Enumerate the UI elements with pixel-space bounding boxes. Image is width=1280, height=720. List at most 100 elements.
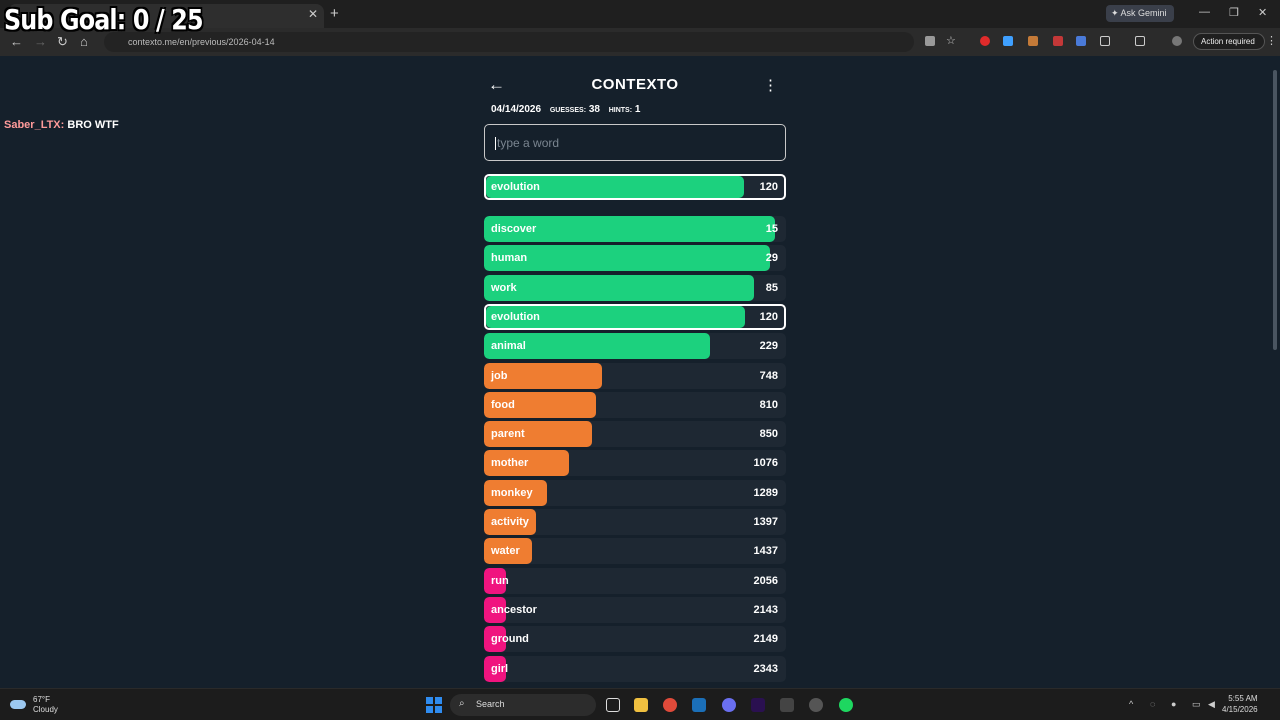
spotify-icon[interactable] xyxy=(839,698,853,712)
weather-condition: Cloudy xyxy=(33,705,58,714)
guess-rank: 120 xyxy=(759,310,778,323)
action-required-button[interactable]: Action required xyxy=(1193,33,1265,50)
extension-wave-icon[interactable] xyxy=(1076,36,1086,46)
steam-icon[interactable] xyxy=(692,698,706,712)
chat-text: BRO WTF xyxy=(64,119,119,131)
forward-nav-icon[interactable]: → xyxy=(34,34,47,49)
extension-brown-icon[interactable] xyxy=(1028,36,1038,46)
windows-start-icon[interactable] xyxy=(426,697,442,713)
obs-icon[interactable] xyxy=(780,698,794,712)
close-window-icon[interactable]: ✕ xyxy=(1258,7,1268,19)
guess-bar xyxy=(484,333,710,360)
volume-icon[interactable]: ◀ xyxy=(1208,699,1215,709)
guess-word: animal xyxy=(491,340,526,353)
guess-word: job xyxy=(491,369,508,382)
guess-row: activity 1397 xyxy=(484,509,786,535)
ask-gemini-label: Ask Gemini xyxy=(1120,8,1167,18)
tray-chevron-icon[interactable]: ^ xyxy=(1129,699,1134,709)
game-info: 04/14/2026 GUESSES: 38 HINTS: 1 xyxy=(491,104,640,115)
page-scrollbar[interactable] xyxy=(1270,56,1280,688)
guess-row: work 85 xyxy=(484,274,786,301)
close-tab-icon[interactable]: ✕ xyxy=(307,7,318,21)
chrome-icon[interactable] xyxy=(663,698,677,712)
scrollbar-thumb[interactable] xyxy=(1273,70,1277,350)
word-input-placeholder: type a word xyxy=(497,136,560,150)
guess-bar xyxy=(484,216,775,242)
guess-row: monkey 1289 xyxy=(484,479,786,506)
weather-temp: 67°F xyxy=(33,695,50,704)
guess-bar xyxy=(484,391,596,418)
latest-guess-rank: 120 xyxy=(759,181,778,193)
guess-rank: 1289 xyxy=(753,486,778,499)
guess-rank: 1397 xyxy=(753,516,778,528)
guess-bar xyxy=(484,655,506,682)
guess-word: parent xyxy=(491,428,525,441)
guess-bar xyxy=(486,305,745,328)
sub-goal-overlay: Sub Goal: 0 / 25 xyxy=(4,3,204,36)
clock-time: 5:55 AM xyxy=(1228,694,1258,703)
ask-gemini-button[interactable]: ✦ Ask Gemini xyxy=(1106,5,1174,22)
tab-contexto[interactable]: ✕ xyxy=(8,4,324,28)
guess-row: run 2056 xyxy=(484,567,786,594)
guess-rank: 2143 xyxy=(753,603,778,616)
latest-guess-bar xyxy=(486,176,744,198)
new-tab-button[interactable]: + xyxy=(330,5,339,22)
guess-word: girl xyxy=(491,662,509,675)
guess-word: evolution xyxy=(491,310,540,323)
word-input[interactable]: type a word xyxy=(484,124,786,161)
taskbar-search[interactable]: ⌕ Search xyxy=(450,694,596,716)
kebab-menu-icon[interactable]: ⋮ xyxy=(763,77,778,94)
home-icon[interactable]: ⌂ xyxy=(80,34,88,49)
guess-word: ground xyxy=(491,633,529,646)
task-view-icon[interactable] xyxy=(606,698,620,712)
file-explorer-icon[interactable] xyxy=(634,698,648,712)
microphone-icon[interactable]: ● xyxy=(1171,699,1177,709)
guess-row: discover 15 xyxy=(484,216,786,242)
cloud-icon xyxy=(10,700,26,709)
guess-row: mother 1076 xyxy=(484,450,786,477)
guess-row: food 810 xyxy=(484,391,786,418)
guess-rank: 810 xyxy=(759,398,778,411)
guess-bar xyxy=(484,626,506,653)
profile-icon[interactable] xyxy=(1172,36,1182,46)
bookmark-star-icon[interactable]: ☆ xyxy=(946,35,956,47)
back-arrow-icon[interactable]: ← xyxy=(488,75,505,94)
game-header: ← CONTEXTO ⋮ xyxy=(484,74,786,98)
extension-blue-icon[interactable] xyxy=(1003,36,1013,46)
premiere-icon[interactable] xyxy=(751,698,765,712)
extensions-puzzle-icon[interactable] xyxy=(1100,36,1110,46)
extension-badge-icon[interactable] xyxy=(1053,36,1063,46)
clock[interactable]: 5:55 AM 4/15/2026 xyxy=(1222,693,1258,715)
discord-icon[interactable] xyxy=(722,698,736,712)
display-icon[interactable]: ▭ xyxy=(1192,699,1201,709)
latest-guess-row: evolution 120 xyxy=(484,174,786,200)
guess-row: animal 229 xyxy=(484,333,786,360)
address-bar[interactable]: contexto.me/en/previous/2026-04-14 xyxy=(104,32,914,52)
extension-red-icon[interactable] xyxy=(980,36,990,46)
network-icon[interactable]: ◌ xyxy=(1150,699,1156,709)
guess-bar xyxy=(484,567,506,594)
install-icon[interactable] xyxy=(925,36,935,46)
guess-rank: 2343 xyxy=(753,662,778,675)
guess-word: water xyxy=(491,545,520,558)
settings-icon[interactable] xyxy=(809,698,823,712)
guess-rank: 85 xyxy=(765,281,778,294)
guess-bar xyxy=(484,596,506,623)
guesses-label: GUESSES: xyxy=(549,107,587,114)
back-nav-icon[interactable]: ← xyxy=(10,34,23,49)
side-panel-icon[interactable] xyxy=(1135,36,1145,46)
url-text: contexto.me/en/previous/2026-04-14 xyxy=(128,37,275,47)
reload-icon[interactable]: ↻ xyxy=(57,34,68,49)
hints-count: 1 xyxy=(634,104,641,115)
guess-word: discover xyxy=(491,223,537,235)
browser-menu-icon[interactable]: ⋮ xyxy=(1266,35,1277,47)
guess-word: activity xyxy=(491,516,529,528)
taskbar: 67°F Cloudy ⌕ Search ^ ◌ ● ▭ ◀ 5:55 AM 4/… xyxy=(0,688,1280,720)
guess-row: girl 2343 xyxy=(484,655,786,682)
guess-row: ancestor 2143 xyxy=(484,596,786,623)
minimize-icon[interactable]: — xyxy=(1199,6,1210,18)
guess-bar xyxy=(484,450,569,477)
guess-word: ancestor xyxy=(491,603,537,616)
chat-message: Saber_LTX: BRO WTF xyxy=(4,119,119,131)
restore-icon[interactable]: ❐ xyxy=(1229,7,1239,19)
